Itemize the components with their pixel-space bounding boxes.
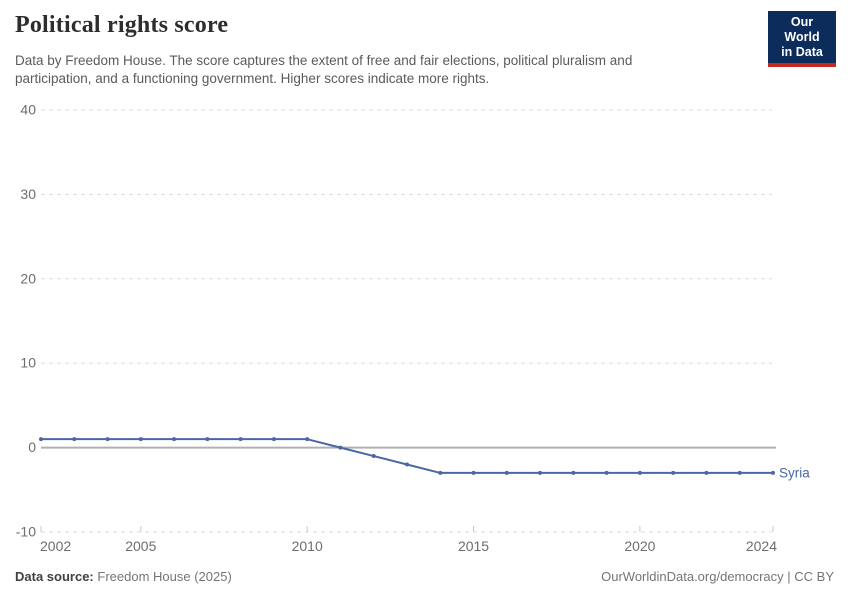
- data-point[interactable]: [305, 437, 310, 442]
- x-tick-label: 2020: [624, 538, 655, 554]
- data-point[interactable]: [338, 445, 343, 450]
- data-point[interactable]: [438, 470, 443, 475]
- data-point[interactable]: [238, 437, 243, 442]
- chart-canvas[interactable]: -10 0 10 20 30 40 2002 2005 2010 2015 2020 2024 Syri…: [0, 95, 850, 565]
- data-point[interactable]: [571, 470, 576, 475]
- data-point[interactable]: [271, 437, 276, 442]
- data-point[interactable]: [671, 470, 676, 475]
- owid-logo[interactable]: Our World in Data: [768, 11, 836, 67]
- data-source-label: Data source:: [15, 569, 94, 584]
- data-point[interactable]: [538, 470, 543, 475]
- y-tick-label: 10: [20, 355, 36, 371]
- data-point[interactable]: [704, 470, 709, 475]
- data-point[interactable]: [471, 470, 476, 475]
- footer-credit[interactable]: OurWorldinData.org/democracy | CC BY: [601, 569, 834, 584]
- data-point[interactable]: [138, 437, 143, 442]
- data-point[interactable]: [637, 470, 642, 475]
- y-tick-label: 30: [20, 186, 36, 202]
- y-tick-label: 0: [28, 439, 36, 455]
- data-point[interactable]: [72, 437, 77, 442]
- data-point[interactable]: [771, 470, 775, 475]
- subtitle-line-1: Data by Freedom House. The score capture…: [15, 53, 633, 68]
- y-tick-label: 40: [20, 102, 36, 118]
- data-source[interactable]: Data source: Freedom House (2025): [15, 569, 232, 584]
- data-line[interactable]: [40, 438, 774, 474]
- logo-line-1: Our World: [784, 15, 820, 44]
- x-tick-label: 2024: [746, 538, 777, 554]
- data-point[interactable]: [504, 470, 509, 475]
- data-point[interactable]: [737, 470, 742, 475]
- y-tick-label: 20: [20, 270, 36, 286]
- data-point[interactable]: [405, 462, 409, 467]
- data-point[interactable]: [39, 437, 43, 442]
- x-tick-label: 2002: [40, 538, 71, 554]
- page-title: Political rights score: [15, 12, 229, 38]
- line-chart: -10 0 10 20 30 40 2002 2005 2010 2015 2020 2024 Syri…: [0, 95, 850, 565]
- x-tick-label: 2005: [125, 538, 156, 554]
- data-point[interactable]: [172, 437, 177, 442]
- data-point[interactable]: [371, 454, 376, 459]
- y-tick-label: -10: [16, 524, 36, 540]
- data-point[interactable]: [105, 437, 110, 442]
- chart-subtitle: Data by Freedom House. The score capture…: [15, 52, 632, 88]
- subtitle-line-2: participation, and a functioning governm…: [15, 71, 490, 86]
- series-label-syria[interactable]: Syria: [779, 465, 810, 480]
- data-point[interactable]: [604, 470, 609, 475]
- data-source-value: Freedom House (2025): [97, 569, 232, 584]
- x-tick-label: 2015: [458, 538, 489, 554]
- logo-line-2: in Data: [781, 45, 823, 59]
- x-tick-label: 2010: [292, 538, 323, 554]
- data-point[interactable]: [205, 437, 210, 442]
